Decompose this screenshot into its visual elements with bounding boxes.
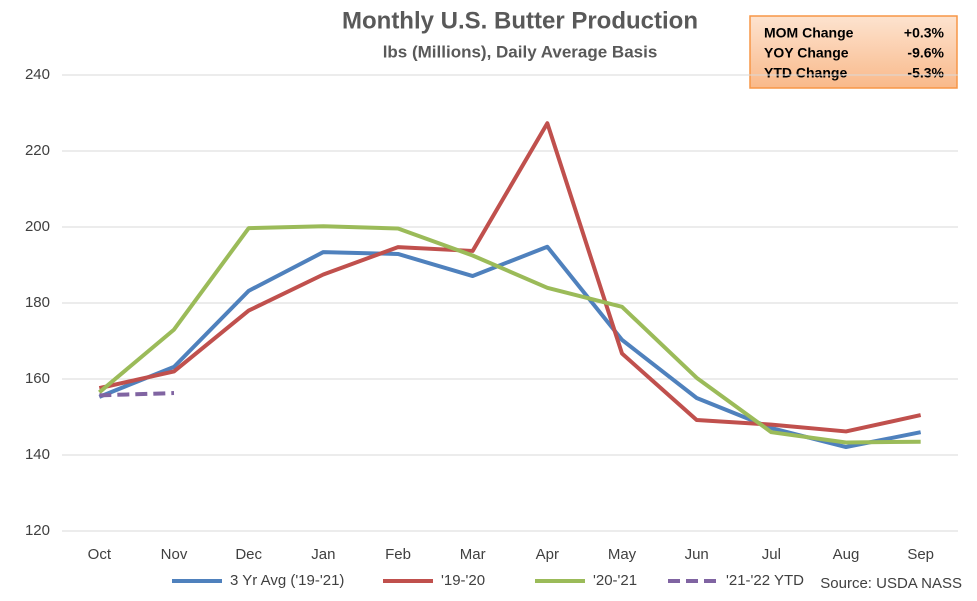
- x-tick-label: Jul: [762, 546, 781, 563]
- info-label: YOY Change: [764, 45, 849, 61]
- info-box-bg: [749, 15, 958, 89]
- series-line: [99, 391, 175, 398]
- series-line: [98, 244, 922, 450]
- y-tick-label: 140: [25, 446, 50, 463]
- y-tick-label: 240: [25, 66, 50, 83]
- y-tick-label: 180: [25, 294, 50, 311]
- chart-subtitle: lbs (Millions), Daily Average Basis: [383, 42, 658, 61]
- info-label: YTD Change: [764, 65, 847, 81]
- y-tick-label: 220: [25, 142, 50, 159]
- y-tick-label: 160: [25, 370, 50, 387]
- x-tick-label: Aug: [833, 546, 860, 563]
- x-tick-label: Oct: [88, 546, 112, 563]
- legend-label: '19-'20: [441, 572, 485, 589]
- x-tick-label: Nov: [161, 546, 188, 563]
- legend-label: '20-'21: [593, 572, 637, 589]
- series-line: [98, 121, 922, 434]
- x-tick-label: Sep: [907, 546, 934, 563]
- legend-label: '21-'22 YTD: [726, 572, 804, 589]
- chart-title: Monthly U.S. Butter Production: [342, 7, 698, 34]
- y-tick-label: 200: [25, 218, 50, 235]
- y-tick-label: 120: [25, 522, 50, 539]
- legend-label: 3 Yr Avg ('19-'21): [230, 572, 344, 589]
- x-tick-label: Jun: [685, 546, 709, 563]
- info-value: -9.6%: [907, 45, 944, 61]
- x-tick-label: Jan: [311, 546, 335, 563]
- x-tick-label: May: [608, 546, 637, 563]
- x-tick-label: Feb: [385, 546, 411, 563]
- source-note: Source: USDA NASS: [820, 575, 962, 592]
- x-tick-label: Dec: [235, 546, 262, 563]
- info-label: MOM Change: [764, 25, 854, 41]
- info-value: -5.3%: [907, 65, 944, 81]
- series-line: [98, 224, 921, 445]
- x-tick-label: Apr: [536, 546, 559, 563]
- info-box: MOM Change +0.3% YOY Change -9.6% YTD Change…: [749, 15, 958, 89]
- info-value: +0.3%: [904, 25, 945, 41]
- x-tick-label: Mar: [460, 546, 486, 563]
